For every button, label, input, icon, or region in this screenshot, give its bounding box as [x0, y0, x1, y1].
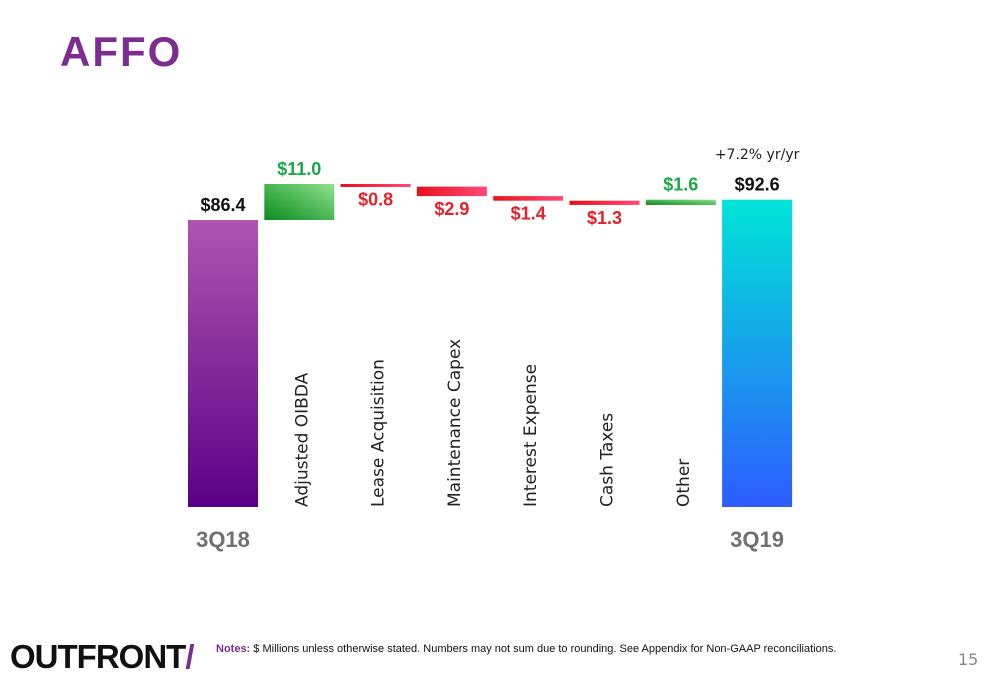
bar-lease-acquisition: [340, 184, 411, 187]
value-label: $1.4: [511, 204, 546, 224]
bar-adjusted-oibda: [264, 184, 335, 220]
value-label: $2.9: [434, 199, 469, 219]
bar-cash-taxes: [569, 200, 640, 205]
value-label: $86.4: [200, 195, 245, 215]
category-label: Lease Acquisition: [369, 359, 389, 507]
category-label: 3Q18: [196, 527, 250, 552]
bar-maintenance-capex: [416, 186, 487, 197]
category-label: Other: [674, 459, 694, 507]
value-label: $11.0: [277, 159, 321, 179]
growth-annotation: +7.2% yr/yr: [715, 147, 800, 163]
value-label: $92.6: [735, 175, 780, 195]
waterfall-chart: $86.4 3Q18 $11.0 Adjusted OIBDA $0.8 Lease Ac…: [188, 147, 800, 552]
notes: Notes: $ Millions unless otherwise state…: [216, 643, 836, 655]
value-label: $0.8: [358, 190, 393, 210]
category-label: Interest Expense: [521, 364, 541, 507]
category-label: Cash Taxes: [598, 413, 618, 507]
bar-3q19: [722, 199, 793, 507]
bar-other: [645, 199, 716, 205]
notes-label: Notes:: [216, 643, 251, 655]
value-label: $1.6: [663, 175, 698, 195]
outfront-logo: OUTFRONT/: [10, 638, 195, 676]
category-label: 3Q19: [730, 527, 784, 552]
logo-slash-mark: /: [185, 638, 194, 675]
logo-text: OUTFRONT: [10, 638, 186, 675]
category-label: Adjusted OIBDA: [292, 372, 312, 507]
page-number: 15: [958, 650, 979, 669]
page-title: AFFO: [60, 28, 183, 75]
value-label: $1.3: [587, 208, 622, 228]
notes-text: $ Millions unless otherwise stated. Numb…: [253, 643, 837, 655]
bar-interest-expense: [493, 196, 564, 201]
category-label: Maintenance Capex: [445, 339, 465, 507]
bar-3q18: [188, 220, 258, 507]
